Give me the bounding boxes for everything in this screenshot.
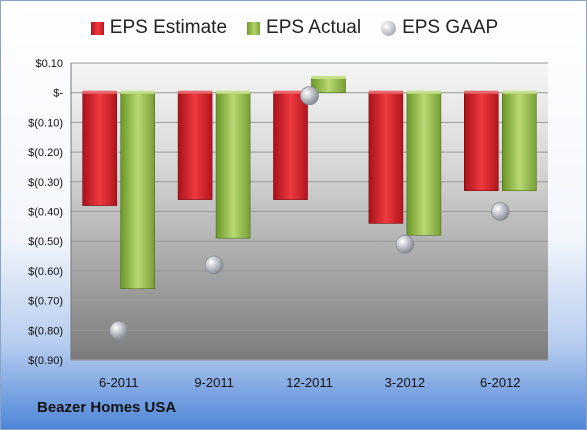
bar-eps-estimate — [273, 92, 308, 200]
y-tick-label: $- — [53, 88, 63, 100]
legend-item-actual: EPS Actual — [247, 17, 361, 39]
y-tick-label: $(0.40) — [28, 207, 63, 219]
gaap-swatch-icon — [381, 20, 397, 36]
legend-item-estimate: EPS Estimate — [90, 17, 228, 39]
x-tick-label: 12-2011 — [286, 375, 333, 390]
y-tick-label: $(0.10) — [28, 117, 63, 129]
bar-eps-estimate — [463, 92, 499, 192]
legend-label-estimate: EPS Estimate — [109, 17, 228, 38]
bar-eps-estimate — [177, 92, 213, 200]
y-tick-label: $(0.60) — [28, 266, 63, 278]
bar-eps-actual — [120, 92, 155, 290]
x-tick-label: 3-2012 — [385, 375, 425, 390]
legend-label-gaap: EPS GAAP — [402, 17, 499, 38]
y-tick-label: $0.10 — [35, 58, 63, 70]
bar-eps-actual — [501, 92, 537, 192]
bar-eps-actual-cap — [406, 90, 441, 94]
actual-swatch-icon — [247, 21, 261, 35]
y-tick-label: $(0.30) — [28, 177, 63, 189]
marker-eps-gaap — [300, 86, 319, 106]
y-tick-label: $(0.90) — [28, 355, 63, 367]
y-tick-label: $(0.70) — [28, 296, 63, 308]
y-tick-label: $(0.20) — [28, 147, 63, 159]
y-tick-label: $(0.50) — [28, 236, 63, 248]
bar-eps-actual-cap — [120, 90, 155, 94]
bar-eps-estimate-cap — [178, 90, 213, 94]
marker-eps-gaap — [109, 320, 129, 340]
bar-eps-actual — [215, 92, 251, 239]
bar-eps-estimate-cap — [82, 90, 117, 94]
marker-eps-gaap — [395, 234, 415, 254]
bar-eps-estimate — [82, 92, 117, 206]
bar-eps-estimate-cap — [464, 90, 499, 94]
x-tick-label: 6-2011 — [99, 375, 139, 390]
y-tick-label: $(0.80) — [28, 325, 63, 337]
bar-eps-estimate-cap — [368, 90, 403, 94]
legend: EPS Estimate EPS Actual EPS GAAP — [1, 17, 586, 39]
legend-item-gaap: EPS GAAP — [381, 17, 498, 39]
bar-eps-actual-cap — [311, 75, 346, 79]
x-tick-label: 9-2011 — [194, 375, 234, 390]
marker-eps-gaap — [490, 202, 510, 221]
company-name: Beazer Homes USA — [37, 399, 177, 416]
bar-eps-actual-cap — [502, 90, 537, 94]
estimate-swatch-icon — [90, 21, 104, 35]
bar-eps-actual — [406, 92, 442, 236]
marker-eps-gaap — [204, 255, 224, 275]
legend-label-actual: EPS Actual — [266, 17, 362, 38]
x-tick-label: 6-2012 — [480, 375, 520, 390]
bar-eps-estimate-cap — [273, 90, 308, 94]
bar-eps-estimate — [368, 92, 404, 224]
bar-eps-actual-cap — [216, 90, 251, 94]
